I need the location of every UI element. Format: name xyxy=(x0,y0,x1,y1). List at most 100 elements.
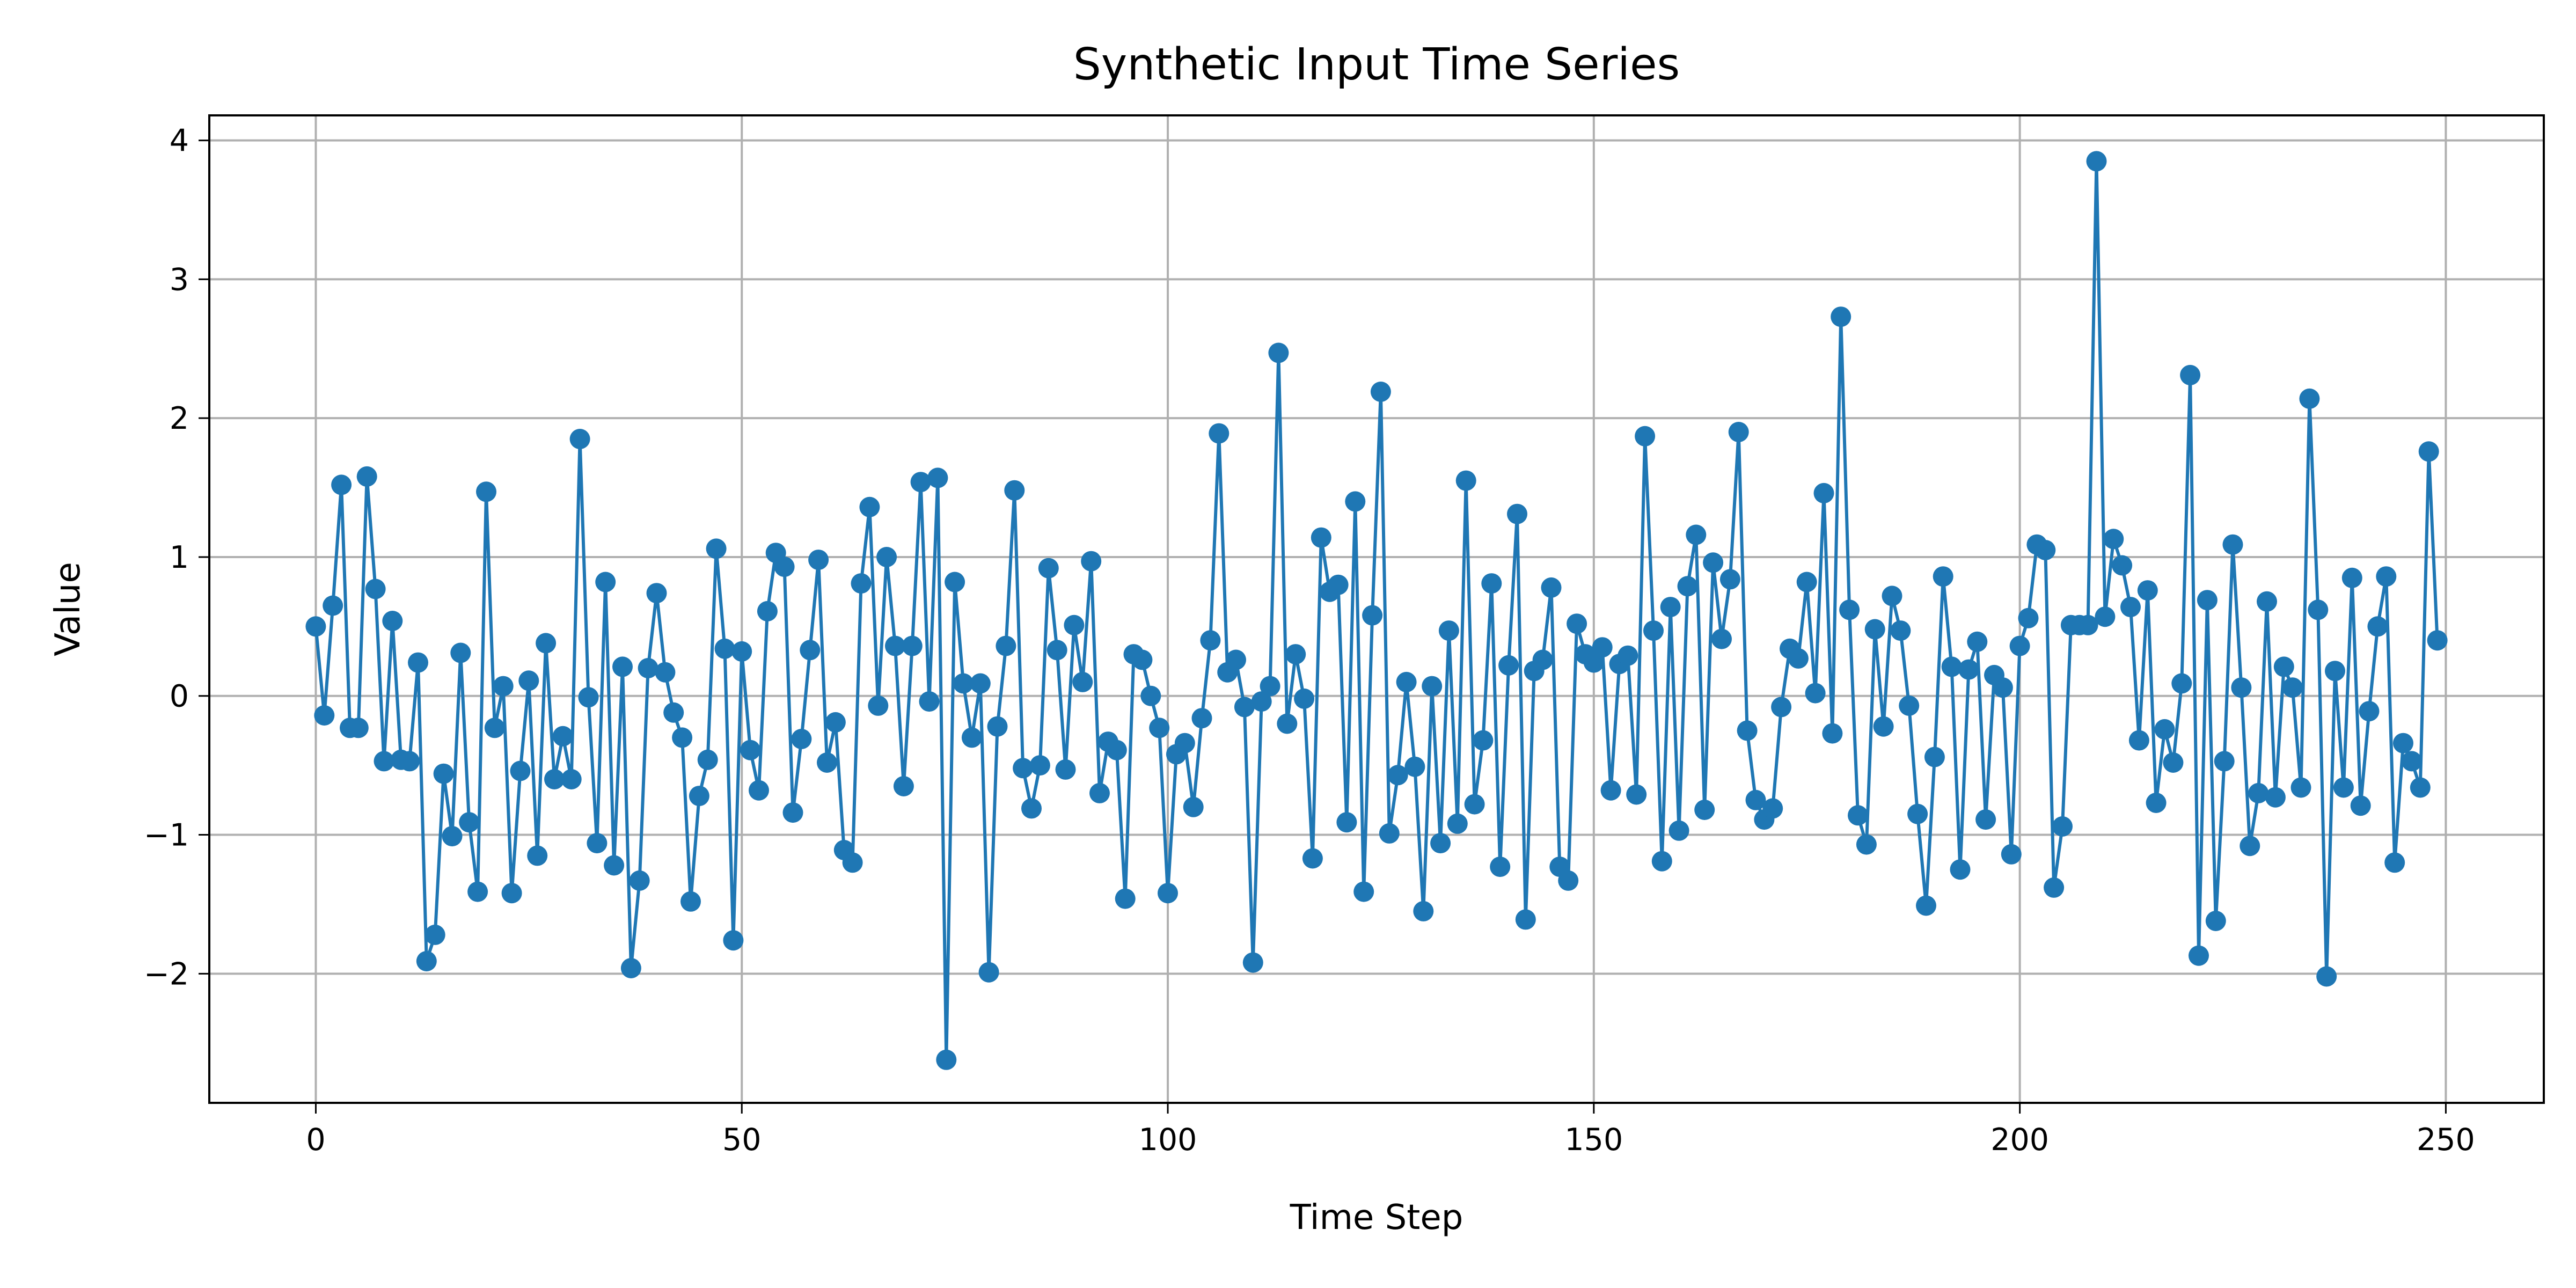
data-point xyxy=(595,572,616,592)
y-tick-label: 1 xyxy=(170,540,189,575)
data-point xyxy=(348,718,369,738)
data-point xyxy=(1916,895,1936,916)
data-point xyxy=(1055,759,1076,780)
data-point xyxy=(723,930,744,951)
data-point xyxy=(1796,572,1817,592)
data-point xyxy=(1158,883,1178,904)
data-point xyxy=(1106,740,1127,760)
data-point xyxy=(680,891,701,912)
data-point xyxy=(876,547,897,567)
data-point xyxy=(757,601,778,621)
data-point xyxy=(629,870,650,891)
data-point xyxy=(1711,628,1732,649)
data-point xyxy=(1183,796,1204,817)
data-point xyxy=(749,780,769,801)
data-point xyxy=(1507,503,1527,524)
data-point xyxy=(578,687,599,708)
data-point xyxy=(2384,852,2405,873)
data-point xyxy=(1745,789,1766,810)
data-point xyxy=(501,883,522,904)
data-point xyxy=(1541,577,1562,598)
data-point xyxy=(1481,573,1502,594)
x-axis-label: Time Step xyxy=(1290,1198,1463,1238)
series-layer xyxy=(305,151,2448,1070)
data-point xyxy=(399,751,420,772)
data-point xyxy=(1021,798,1042,819)
data-point xyxy=(1089,782,1110,803)
data-point xyxy=(2154,719,2175,740)
data-point xyxy=(655,662,676,683)
data-point xyxy=(808,550,829,570)
data-point xyxy=(536,633,557,654)
data-point xyxy=(910,472,931,493)
data-point xyxy=(587,833,608,854)
data-point xyxy=(1532,649,1553,670)
data-point xyxy=(2350,795,2371,816)
data-point xyxy=(2171,673,2192,694)
data-point xyxy=(791,729,812,749)
data-point xyxy=(1328,574,1349,595)
data-point xyxy=(1242,952,1263,973)
data-point xyxy=(782,802,803,823)
data-point xyxy=(493,676,514,697)
data-point xyxy=(2308,599,2329,620)
data-point xyxy=(552,726,573,747)
x-tick-label: 150 xyxy=(1564,1122,1623,1158)
data-point xyxy=(1013,758,1034,779)
data-point xyxy=(459,812,480,833)
data-point xyxy=(1285,644,1306,665)
data-point xyxy=(323,595,343,616)
data-point xyxy=(1294,688,1315,709)
data-point xyxy=(1209,423,1230,444)
data-point xyxy=(1967,631,1988,652)
data-point xyxy=(561,769,582,789)
data-point xyxy=(927,467,948,488)
data-point xyxy=(1839,599,1860,620)
data-point xyxy=(484,718,505,738)
data-point xyxy=(1592,637,1613,658)
data-point xyxy=(442,826,463,847)
data-point xyxy=(1260,676,1280,697)
data-point xyxy=(1677,576,1698,597)
data-point xyxy=(1567,613,1587,634)
chart-title: Synthetic Input Time Series xyxy=(1073,39,1680,90)
data-point xyxy=(2222,534,2243,555)
data-point xyxy=(2205,911,2226,931)
data-point xyxy=(1353,881,1374,902)
data-point xyxy=(646,583,667,604)
data-point xyxy=(382,611,403,631)
data-point xyxy=(612,656,633,677)
data-point xyxy=(2146,793,2167,813)
data-point xyxy=(1302,848,1323,869)
data-point xyxy=(842,852,863,873)
data-point xyxy=(2086,151,2107,172)
data-point xyxy=(1975,809,1996,830)
data-point xyxy=(1430,833,1451,854)
data-point xyxy=(365,579,386,599)
data-point xyxy=(1029,755,1050,776)
data-point xyxy=(331,474,352,495)
x-tick-label: 200 xyxy=(1990,1122,2049,1158)
data-point xyxy=(961,727,982,748)
data-point xyxy=(2290,777,2311,798)
data-point xyxy=(1311,527,1331,548)
data-point xyxy=(2316,966,2337,987)
data-point xyxy=(1174,733,1195,753)
data-point xyxy=(1618,645,1638,666)
data-point xyxy=(1277,713,1298,734)
data-point xyxy=(978,962,999,983)
data-point xyxy=(851,573,872,594)
data-point xyxy=(1831,306,1851,327)
y-tick-label: 3 xyxy=(170,262,189,297)
data-point xyxy=(1038,558,1059,579)
data-point xyxy=(2009,635,2030,656)
data-point xyxy=(2401,751,2422,772)
data-point xyxy=(1498,655,1519,676)
y-tick-label: 2 xyxy=(170,401,189,436)
data-point xyxy=(2333,777,2354,798)
x-tick-label: 0 xyxy=(306,1122,325,1158)
data-point xyxy=(2163,752,2184,773)
data-point xyxy=(638,658,658,678)
data-point xyxy=(714,638,735,659)
